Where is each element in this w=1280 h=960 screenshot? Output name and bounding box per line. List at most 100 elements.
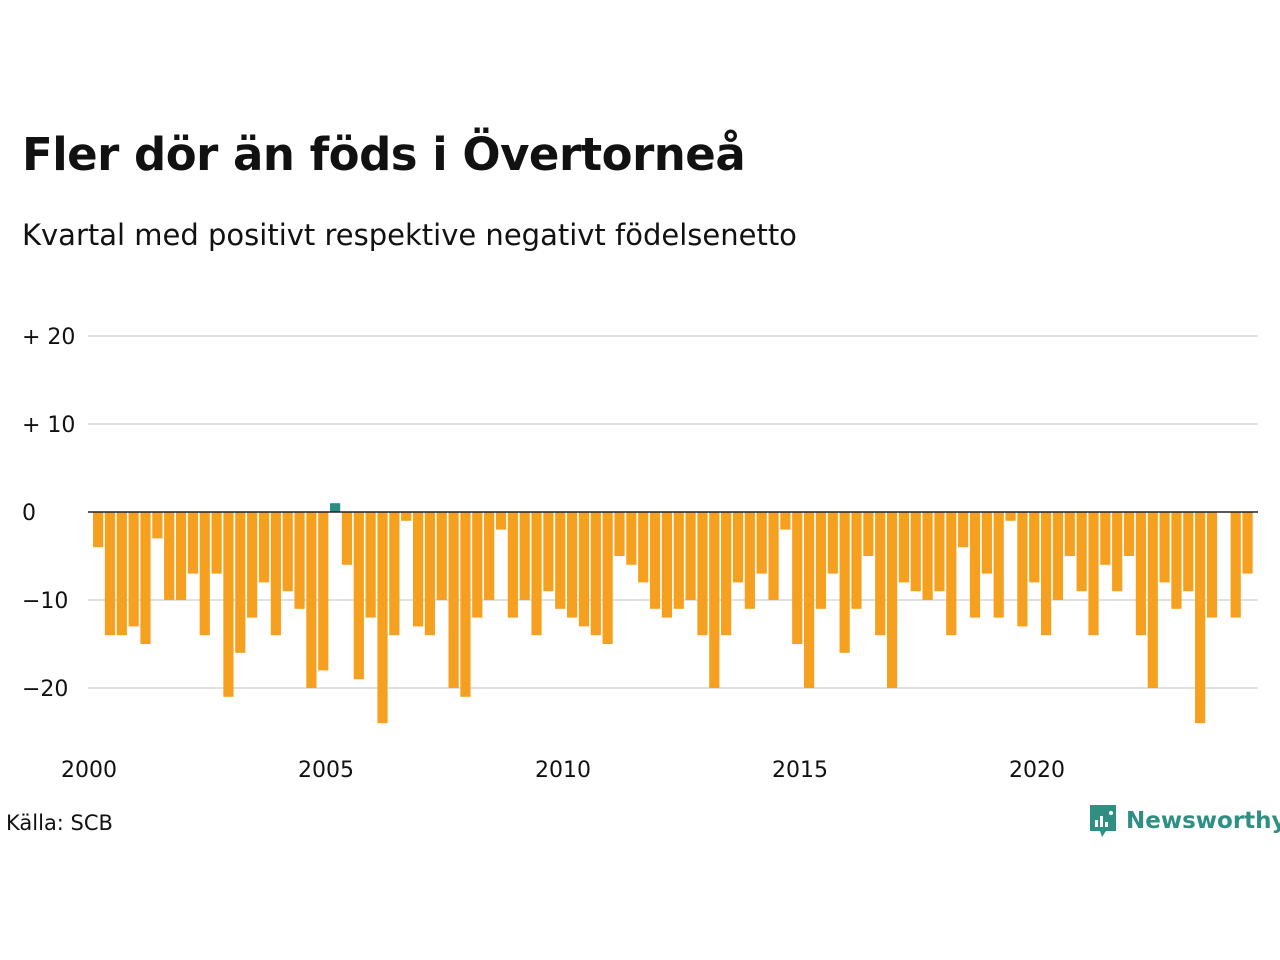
bar-negative <box>649 512 661 609</box>
bar-negative <box>815 512 827 609</box>
bar-negative <box>507 512 518 618</box>
chart-subtitle: Kvartal med positivt respektive negativt… <box>22 218 797 252</box>
bar-negative <box>211 512 222 574</box>
bar-negative <box>827 512 838 574</box>
bar-negative <box>270 512 281 636</box>
bar-negative <box>685 512 696 600</box>
bar-negative <box>235 512 246 653</box>
bar-negative <box>555 512 566 609</box>
bar-negative <box>1147 512 1158 688</box>
bar-negative <box>247 512 258 618</box>
bar-negative <box>922 512 933 600</box>
bar-negative <box>175 512 187 600</box>
bar-chart: + 20 + 10 0 −10 −20 2000 2005 2010 2015 2020 <box>22 325 1258 783</box>
bar-negative <box>519 512 530 600</box>
newsworthy-logo-icon <box>1090 805 1116 837</box>
bar-negative <box>934 512 945 592</box>
bar-negative <box>377 512 388 724</box>
bar-negative <box>602 512 613 644</box>
bar-negative <box>1206 512 1218 618</box>
grid-lines <box>88 335 1258 689</box>
bar-negative <box>804 512 815 688</box>
bar-negative <box>1183 512 1194 592</box>
bar-negative <box>673 512 684 609</box>
y-tick-label: −10 <box>22 589 68 614</box>
bar-negative <box>732 512 744 583</box>
bar-negative <box>187 512 198 574</box>
bar-negative <box>341 512 353 565</box>
bar-negative <box>282 512 293 592</box>
bar-negative <box>460 512 471 697</box>
bar-negative <box>484 512 495 600</box>
source-note: Källa: SCB <box>6 811 113 835</box>
bar-negative <box>448 512 459 688</box>
bar-negative <box>697 512 708 636</box>
x-tick-label: 2020 <box>1009 758 1065 783</box>
bar-negative <box>412 512 424 627</box>
bar-negative <box>401 512 412 521</box>
bar-negative <box>1159 512 1170 583</box>
bar-negative <box>353 512 364 680</box>
bar-negative <box>898 512 909 583</box>
bar-negative <box>780 512 791 530</box>
bar-negative <box>128 512 139 627</box>
bar-negative <box>93 512 104 548</box>
bar-negative <box>875 512 886 636</box>
bar-negative <box>223 512 234 697</box>
bar-negative <box>531 512 542 636</box>
bar-negative <box>318 512 329 671</box>
bar-negative <box>1052 512 1064 600</box>
bar-negative <box>1005 512 1016 521</box>
bar-negative <box>472 512 483 618</box>
bar-negative <box>839 512 850 653</box>
bar-negative <box>1064 512 1075 556</box>
bar-negative <box>1171 512 1182 609</box>
bar-negative <box>981 512 992 574</box>
bar-negative <box>958 512 969 548</box>
bar-negative <box>626 512 637 565</box>
bar-negative <box>567 512 578 618</box>
brand-logo: Newsworthy <box>1088 803 1280 839</box>
bar-negative <box>1088 512 1099 636</box>
bar-negative <box>1076 512 1087 592</box>
y-tick-label: −20 <box>22 677 68 702</box>
bar-negative <box>863 512 874 556</box>
bar-negative <box>1230 512 1241 618</box>
bar-negative <box>590 512 601 636</box>
bar-negative <box>614 512 625 556</box>
bar-negative <box>969 512 981 618</box>
bar-negative <box>886 512 898 688</box>
y-tick-label: 0 <box>22 501 36 526</box>
bar-negative <box>768 512 779 600</box>
bar-negative <box>744 512 755 609</box>
bar-negative <box>638 512 649 583</box>
bar-negative <box>294 512 305 609</box>
bar-negative <box>1017 512 1028 627</box>
bar-negative <box>1112 512 1123 592</box>
bar-negative <box>199 512 210 636</box>
bar-negative <box>578 512 590 627</box>
bar-negative <box>1041 512 1052 636</box>
x-axis-ticks: 2000 2005 2010 2015 2020 <box>61 758 1065 783</box>
x-tick-label: 2005 <box>298 758 354 783</box>
bar-negative <box>104 512 116 636</box>
bars <box>93 503 1253 724</box>
brand-name: Newsworthy <box>1126 808 1280 834</box>
bar-negative <box>910 512 921 592</box>
bar-negative <box>993 512 1004 618</box>
bar-negative <box>721 512 732 636</box>
bar-negative <box>792 512 803 644</box>
bar-negative <box>946 512 957 636</box>
bar-negative <box>851 512 862 609</box>
bar-negative <box>1195 512 1206 724</box>
bar-negative <box>258 512 270 583</box>
bar-negative <box>1029 512 1040 583</box>
bar-negative <box>756 512 767 574</box>
bar-negative <box>709 512 720 688</box>
y-tick-label: + 10 <box>22 413 75 438</box>
x-tick-label: 2010 <box>535 758 591 783</box>
y-axis-ticks: + 20 + 10 0 −10 −20 <box>22 325 75 702</box>
x-tick-label: 2015 <box>772 758 828 783</box>
bar-negative <box>424 512 435 636</box>
bar-negative <box>436 512 447 600</box>
